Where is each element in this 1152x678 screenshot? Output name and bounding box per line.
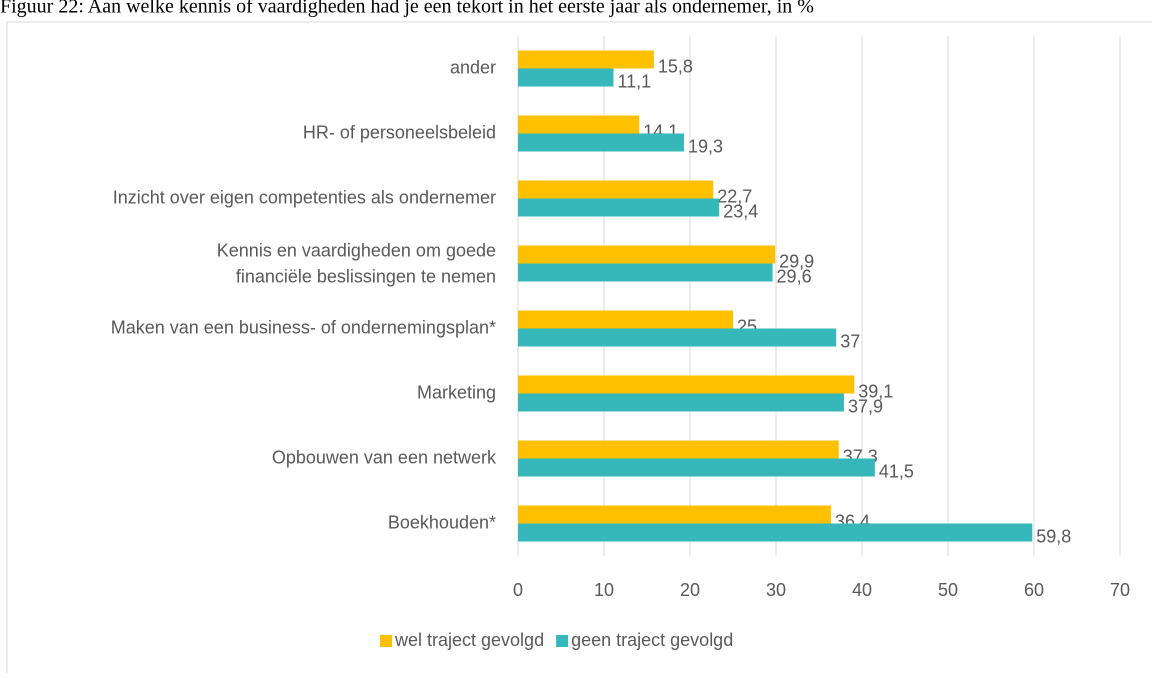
bar (518, 263, 773, 282)
bar (518, 180, 714, 199)
y-tick-label: Kennis en vaardigheden om goede financiël… (217, 240, 496, 286)
bar (518, 458, 875, 477)
bar (518, 245, 776, 264)
data-label: 19,3 (688, 136, 723, 156)
x-tick-label: 50 (938, 580, 958, 600)
legend-swatch (556, 635, 569, 647)
bar (518, 68, 614, 87)
data-label: 11,1 (617, 71, 651, 91)
y-tick-label: Maken van een business- of ondernemingsp… (111, 317, 496, 337)
y-tick-label: HR- of personeelsbeleid (303, 122, 496, 142)
data-label: 22,7 (717, 186, 752, 206)
y-tick-label: ander (450, 57, 496, 77)
y-tick-label: Inzicht over eigen competenties als onde… (113, 187, 496, 207)
bar (518, 393, 844, 412)
data-label: 37 (840, 331, 860, 351)
y-tick-label: Boekhouden* (388, 512, 496, 532)
data-label: 59,8 (1036, 526, 1071, 546)
bar (518, 523, 1033, 542)
chart-title: Figuur 22: Aan welke kennis of vaardighe… (0, 0, 814, 18)
data-label: 41,5 (879, 461, 914, 481)
bar (518, 310, 733, 329)
x-tick-label: 0 (513, 580, 523, 600)
bar (518, 133, 684, 152)
y-tick-label: Opbouwen van een netwerk (272, 447, 497, 467)
legend-label: geen traject gevolgd (571, 630, 733, 650)
bar (518, 440, 839, 459)
chart-frame (6, 21, 1152, 678)
x-tick-label: 10 (594, 580, 614, 600)
bar (518, 115, 640, 134)
data-label: 29,9 (779, 251, 814, 271)
x-tick-label: 20 (680, 580, 700, 600)
bar (518, 198, 720, 217)
data-label: 39,1 (858, 381, 893, 401)
y-tick-label: Marketing (417, 382, 496, 402)
x-tick-label: 40 (852, 580, 872, 600)
bar (518, 50, 654, 69)
x-tick-label: 70 (1110, 580, 1130, 600)
data-label: 23,4 (723, 201, 758, 221)
legend-swatch (380, 635, 392, 647)
data-label: 37,9 (848, 396, 883, 416)
bar (518, 375, 855, 394)
data-label: 29,6 (777, 266, 812, 286)
data-label: 15,8 (658, 56, 693, 76)
x-tick-label: 30 (766, 580, 786, 600)
bar (518, 505, 832, 524)
bar (518, 328, 837, 347)
legend-label: wel traject gevolgd (394, 630, 544, 650)
x-tick-label: 60 (1024, 580, 1044, 600)
